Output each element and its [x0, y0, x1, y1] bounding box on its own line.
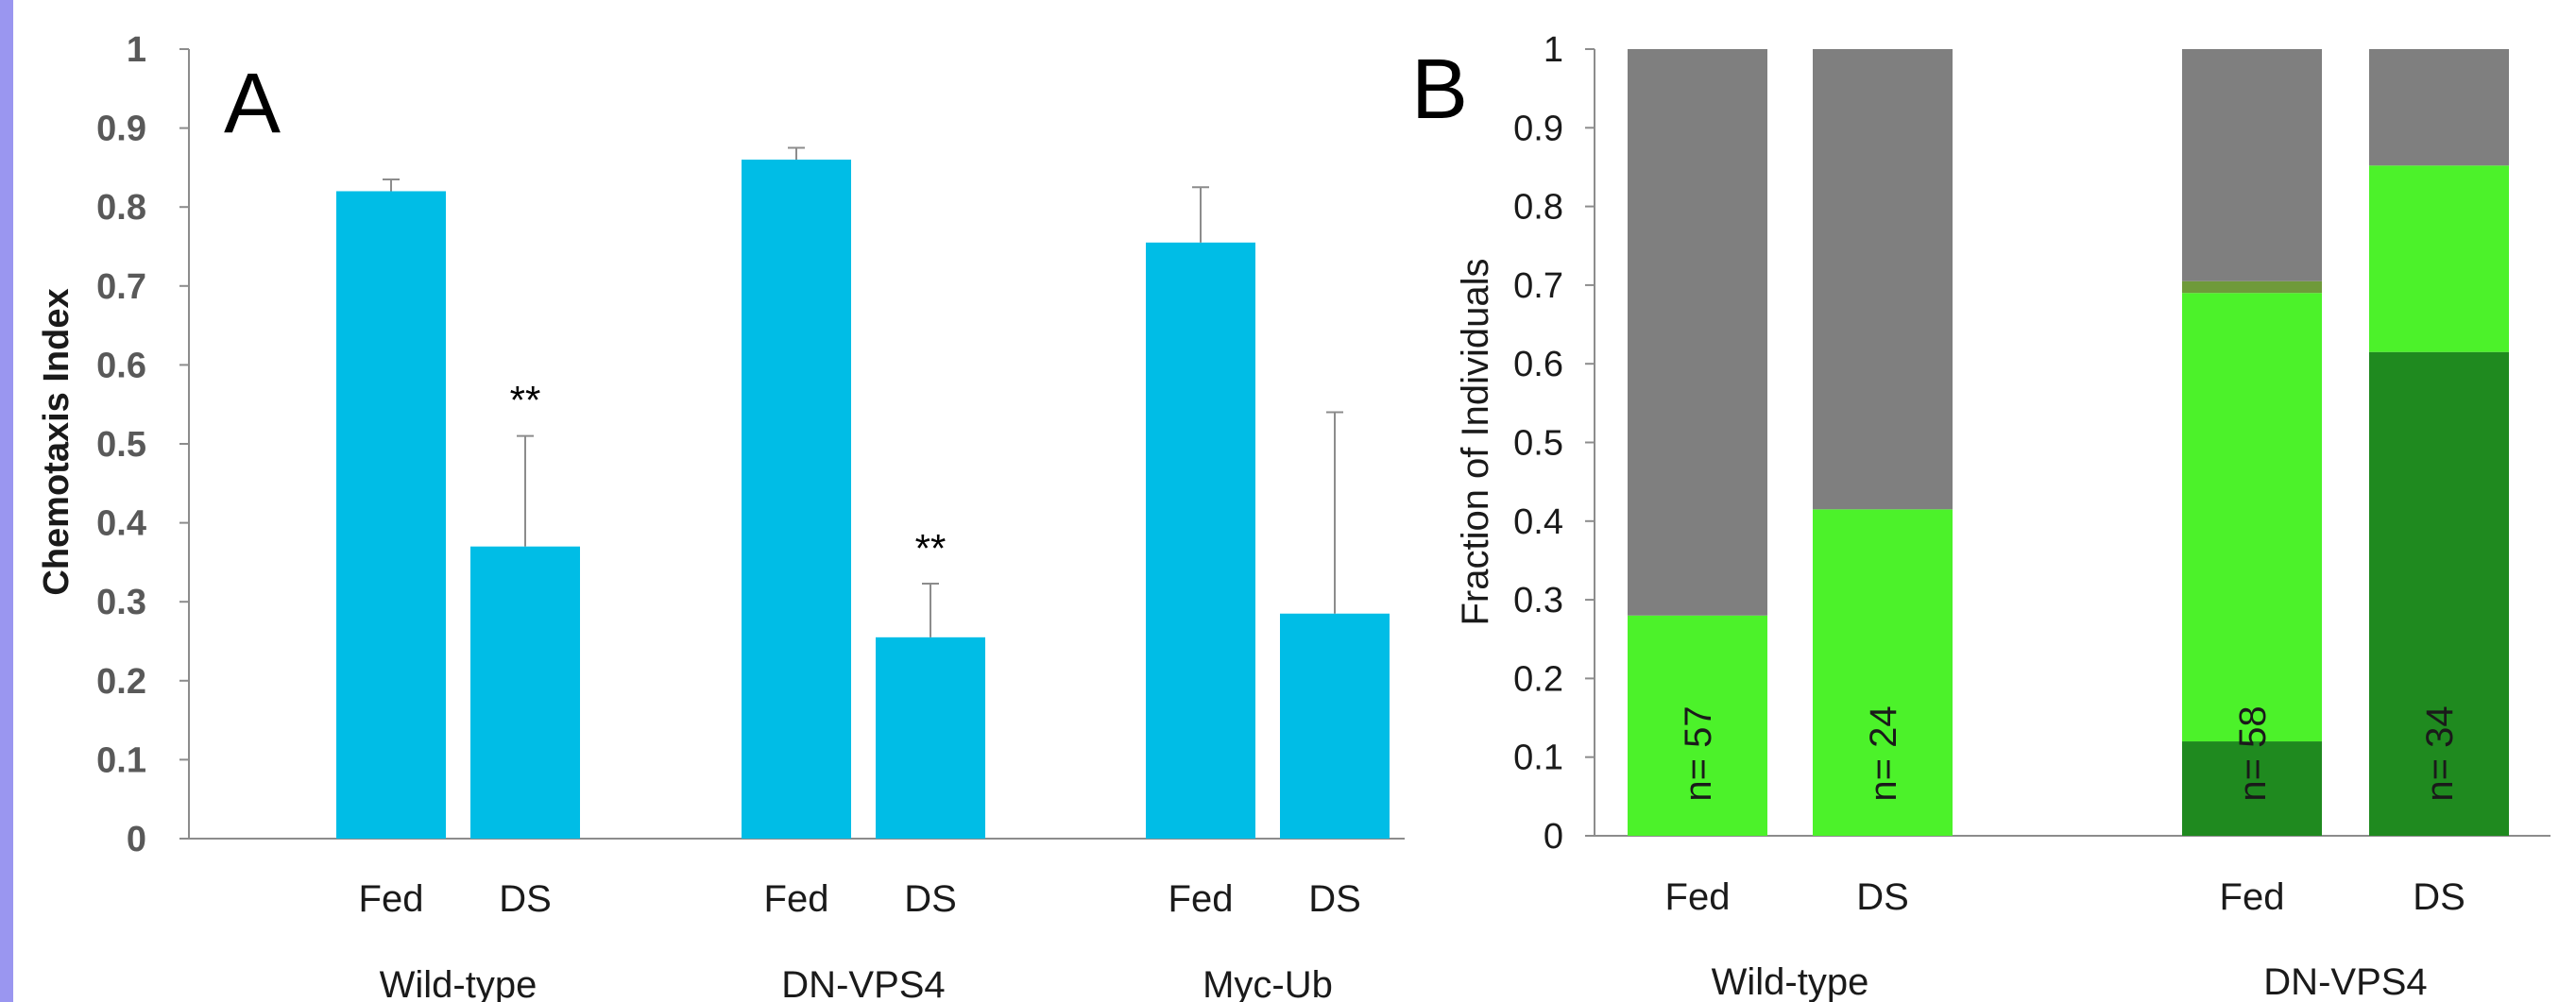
panel-b-bar-segment [2182, 293, 2322, 742]
panel-a-group-label: Myc-Ub [1203, 964, 1333, 1002]
panel-a-category-label: Fed [359, 878, 424, 920]
panel-a-y-tick-label: 0.8 [96, 188, 146, 228]
panel-b-y-tick-label: 1 [1544, 30, 1563, 70]
panel-b-y-tick-label: 0.6 [1513, 345, 1563, 384]
panel-b-bar-segment [2369, 165, 2509, 352]
panel-b-y-tick-label: 0.4 [1513, 502, 1563, 542]
panel-b-category-label: Fed [1665, 876, 1731, 918]
panel-a-group-label: Wild-type [380, 964, 537, 1002]
panel-b-category-label: DS [1856, 876, 1909, 918]
panel-b-bar-segment [2182, 280, 2322, 294]
panel-a-y-axis-label: Chemotaxis Index [37, 288, 77, 595]
panel-b-bar-segment [2182, 741, 2322, 836]
panel-a-y-tick-label: 0.4 [96, 504, 146, 544]
panel-a-chart: A Chemotaxis Index 0 0.1 0.2 0.3 0.4 0.5 0.6 0.… [37, 30, 1405, 1002]
panel-b-bar-segment [1628, 49, 1767, 616]
panel-a-y-tick-label: 0.5 [96, 425, 146, 465]
panel-a-category-label: DS [1308, 878, 1361, 920]
panel-b-y-tick-label: 0.5 [1513, 424, 1563, 464]
panel-b-y-tick-label: 0.8 [1513, 188, 1563, 228]
panel-a-bar [1146, 242, 1255, 839]
panel-b-group-label: Wild-type [1712, 961, 1869, 1002]
panel-a-y-tick-label: 0.3 [96, 583, 146, 622]
panel-a-y-tick-label: 0.1 [96, 740, 146, 780]
panel-a-category-label: Fed [764, 878, 829, 920]
panel-b-sample-size-label: n= 24 [1863, 705, 1904, 801]
left-edge-stripe [0, 0, 13, 1002]
panel-a-y-tick-label: 0 [127, 820, 146, 859]
panel-a-y-tick-label: 0.2 [96, 662, 146, 702]
panel-a-label: A [224, 57, 281, 151]
panel-b-chart: B Fraction of Individuals 0 0.1 0.2 0.3 0.4 0… [1411, 30, 2550, 1002]
panel-a-bar [742, 160, 851, 840]
panel-a-group-label: DN-VPS4 [781, 964, 945, 1002]
panel-a-bar [1280, 613, 1390, 839]
panel-b-bar-segment [1628, 615, 1767, 836]
panel-a-bar [876, 637, 985, 839]
panel-b-sample-size-label: n= 57 [1678, 705, 1719, 801]
panel-b-bar-segment [2369, 351, 2509, 837]
panel-b-bar-segment [2182, 49, 2322, 281]
panel-b-y-tick-label: 0.3 [1513, 581, 1563, 620]
panel-a-y-tick-label: 0.9 [96, 110, 146, 149]
panel-b-bar-segment [2369, 49, 2509, 166]
panel-b-group-label: DN-VPS4 [2263, 961, 2427, 1002]
panel-b-sample-size-label: n= 58 [2232, 705, 2274, 801]
panel-a-category-label: Fed [1169, 878, 1234, 920]
panel-b-sample-size-label: n= 34 [2419, 705, 2461, 801]
panel-a-y-tick-label: 0.6 [96, 346, 146, 385]
panel-b-category-label: DS [2413, 876, 2465, 918]
panel-b-y-tick-label: 0.9 [1513, 109, 1563, 148]
panel-a-significance-marker: ** [510, 378, 541, 422]
panel-a-y-tick-label: 0.7 [96, 267, 146, 307]
panel-b-y-tick-label: 0.1 [1513, 739, 1563, 778]
panel-a-category-label: DS [904, 878, 957, 920]
panel-b-label: B [1411, 42, 1468, 137]
panel-b-y-tick-label: 0 [1544, 817, 1563, 857]
panel-a-category-label: DS [499, 878, 552, 920]
panel-b-bar-segment [1813, 49, 1953, 510]
panel-b-bar-segment [1813, 509, 1953, 836]
panel-a-bar [470, 546, 580, 839]
panel-a-bar [336, 191, 446, 840]
panel-b-category-label: Fed [2220, 876, 2285, 918]
panel-b-y-axis-label: Fraction of Individuals [1455, 258, 1496, 625]
panel-b-y-tick-label: 0.2 [1513, 659, 1563, 699]
panel-b-y-tick-label: 0.7 [1513, 266, 1563, 306]
panel-a-y-tick-label: 1 [127, 30, 146, 70]
panel-a-significance-marker: ** [915, 526, 947, 570]
